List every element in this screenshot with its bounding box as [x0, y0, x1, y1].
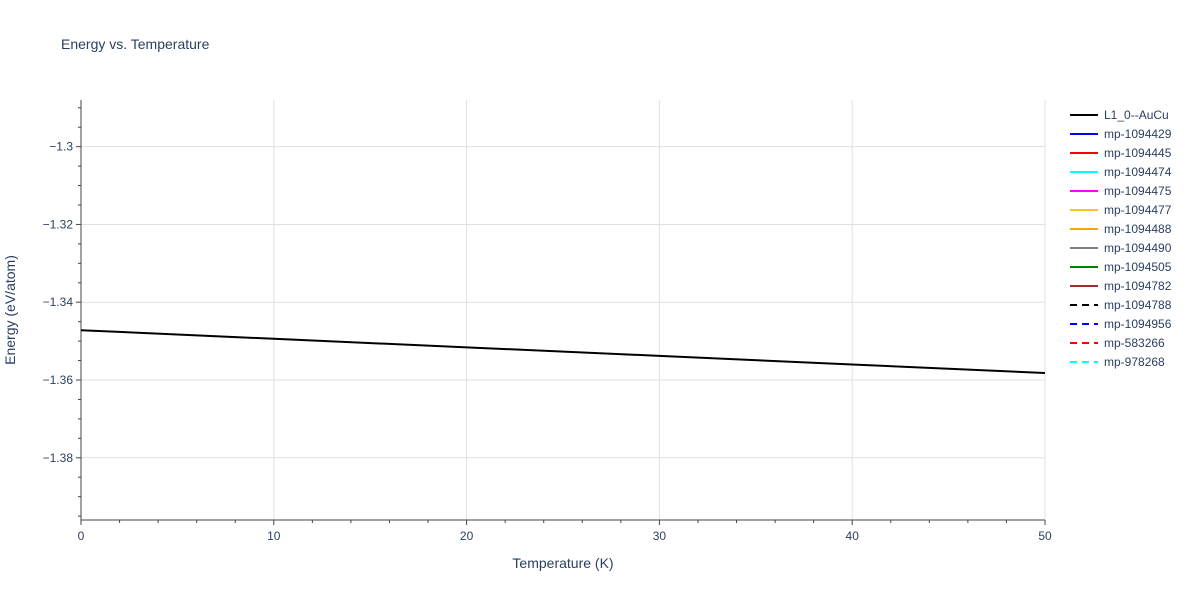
- series-line-0[interactable]: [81, 330, 1045, 373]
- legend-item[interactable]: mp-978268: [1070, 355, 1165, 369]
- legend-item[interactable]: mp-1094475: [1070, 184, 1172, 198]
- legend-item[interactable]: mp-1094445: [1070, 146, 1172, 160]
- y-tick-label: −1.32: [43, 217, 74, 231]
- y-tick-label: −1.3: [49, 140, 73, 154]
- y-tick-label: −1.36: [43, 373, 74, 387]
- x-tick-label: 10: [267, 529, 281, 543]
- legend-item[interactable]: mp-1094788: [1070, 298, 1172, 312]
- chart-title: Energy vs. Temperature: [61, 36, 209, 52]
- x-tick-label: 30: [653, 529, 667, 543]
- x-tick-label: 40: [846, 529, 860, 543]
- legend-label: mp-583266: [1104, 336, 1165, 350]
- series-layer: [81, 330, 1045, 373]
- legend-label: mp-1094782: [1104, 279, 1172, 293]
- legend-label: mp-978268: [1104, 355, 1165, 369]
- x-tick-label: 20: [460, 529, 474, 543]
- legend-item[interactable]: mp-1094477: [1070, 203, 1172, 217]
- legend-item[interactable]: mp-1094956: [1070, 317, 1172, 331]
- legend-label: L1_0--AuCu: [1104, 108, 1169, 122]
- legend-label: mp-1094445: [1104, 146, 1172, 160]
- legend-label: mp-1094488: [1104, 222, 1172, 236]
- legend-label: mp-1094475: [1104, 184, 1172, 198]
- legend[interactable]: L1_0--AuCu mp-1094429 mp-1094445 mp-1094474…: [1070, 108, 1172, 369]
- legend-label: mp-1094956: [1104, 317, 1172, 331]
- tick-label-layer: 0 10 20 30 40 50 −1.38 −1.36 −1.34 −1.32 −1.3: [43, 140, 1052, 543]
- legend-item[interactable]: mp-1094490: [1070, 241, 1172, 255]
- legend-item[interactable]: L1_0--AuCu: [1070, 108, 1169, 122]
- legend-item[interactable]: mp-1094505: [1070, 260, 1172, 274]
- legend-label: mp-1094505: [1104, 260, 1172, 274]
- legend-item[interactable]: mp-1094782: [1070, 279, 1172, 293]
- grid-layer: [81, 100, 1045, 520]
- y-axis-title: Energy (eV/atom): [2, 255, 18, 365]
- x-axis-title: Temperature (K): [512, 555, 613, 571]
- legend-label: mp-1094477: [1104, 203, 1172, 217]
- x-tick-label: 50: [1038, 529, 1052, 543]
- legend-label: mp-1094429: [1104, 127, 1172, 141]
- legend-label: mp-1094788: [1104, 298, 1172, 312]
- legend-label: mp-1094474: [1104, 165, 1172, 179]
- legend-item[interactable]: mp-583266: [1070, 336, 1165, 350]
- legend-item[interactable]: mp-1094488: [1070, 222, 1172, 236]
- legend-item[interactable]: mp-1094474: [1070, 165, 1172, 179]
- y-tick-label: −1.38: [43, 451, 74, 465]
- axes-layer: [76, 100, 1045, 525]
- legend-item[interactable]: mp-1094429: [1070, 127, 1172, 141]
- y-tick-label: −1.34: [43, 295, 74, 309]
- x-tick-label: 0: [78, 529, 85, 543]
- legend-label: mp-1094490: [1104, 241, 1172, 255]
